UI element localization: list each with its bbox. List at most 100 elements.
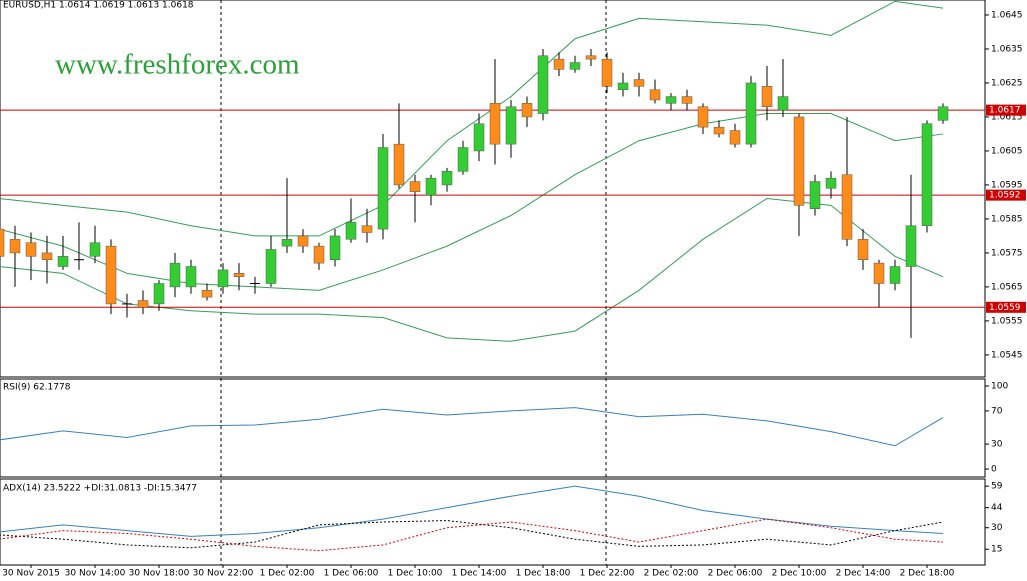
- y-tick-label: 1.0585: [991, 214, 1023, 224]
- candle-body: [105, 245, 117, 305]
- candle-body: [601, 58, 613, 87]
- candle-body: [25, 242, 37, 257]
- level-label-bg: [986, 189, 1026, 201]
- level-label: 1.0592: [989, 191, 1021, 201]
- candle-body: [873, 262, 885, 284]
- indicator-line: [0, 485, 944, 537]
- y-tick-label: 1.0565: [991, 282, 1023, 292]
- x-tick-label: 30 Nov 18:00: [129, 569, 190, 579]
- candle-body: [537, 55, 549, 114]
- candle-body: [329, 235, 341, 260]
- candle-body: [697, 106, 709, 128]
- x-tick-label: 2 Dec 06:00: [708, 569, 763, 579]
- x-tick-label: 2 Dec 10:00: [772, 569, 827, 579]
- candle-body: [233, 273, 245, 277]
- x-tick-label: 1 Dec 02:00: [260, 569, 315, 579]
- candle-body: [793, 116, 805, 206]
- indicator-line: [0, 407, 944, 447]
- candle-body: [9, 239, 21, 254]
- candle-body: [633, 79, 645, 87]
- candle-body: [377, 147, 389, 230]
- candle-body: [617, 82, 629, 90]
- candle-body: [345, 222, 357, 240]
- candle-body: [809, 181, 821, 209]
- candle-body: [425, 177, 437, 196]
- candle-body: [921, 123, 933, 226]
- candle-body: [265, 249, 277, 284]
- candle-body: [553, 58, 565, 70]
- candle-body: [761, 86, 773, 107]
- candle-body: [889, 266, 901, 284]
- chart-title: EURUSD,H1 1.0614 1.0619 1.0613 1.0618: [3, 1, 194, 11]
- indicator-line: [0, 520, 944, 549]
- candle-body: [361, 225, 373, 233]
- candle-body: [201, 290, 213, 298]
- indicator-line: [0, 198, 944, 342]
- x-tick-label: 30 Nov 14:00: [65, 569, 126, 579]
- y-tick-label: 1.0645: [991, 10, 1023, 20]
- candle-body: [457, 147, 469, 172]
- candle-body: [585, 55, 597, 60]
- x-tick-label: 30 Nov 22:00: [193, 569, 254, 579]
- candle-body: [569, 62, 581, 70]
- candle-body: [825, 177, 837, 189]
- x-tick-label: 1 Dec 10:00: [388, 569, 443, 579]
- y-tick-label: 1.0605: [991, 146, 1023, 156]
- candle-body: [441, 171, 453, 186]
- rsi-panel: [0, 378, 986, 478]
- candle-body: [393, 143, 405, 186]
- x-tick-label: 1 Dec 18:00: [516, 569, 571, 579]
- candle-body: [297, 235, 309, 247]
- candle-body: [681, 96, 693, 104]
- candle-body: [89, 242, 101, 257]
- main-panel: [0, 0, 986, 378]
- x-tick-label: 30 Nov 2015: [2, 569, 60, 579]
- candle-body: [169, 262, 181, 288]
- candle-body: [521, 103, 533, 118]
- candle-body: [57, 256, 69, 267]
- x-tick-label: 1 Dec 22:00: [580, 569, 635, 579]
- y-tick-label: 1.0555: [991, 316, 1023, 326]
- y-tick-label: 30: [991, 523, 1003, 533]
- level-label-bg: [986, 301, 1026, 313]
- x-tick-label: 1 Dec 14:00: [452, 569, 507, 579]
- y-tick-label: 70: [991, 406, 1003, 416]
- x-tick-label: 1 Dec 06:00: [324, 569, 379, 579]
- adx-panel: [0, 478, 986, 566]
- y-tick-label: 1.0595: [991, 180, 1023, 190]
- candle-body: [153, 283, 165, 305]
- candle-body: [313, 245, 325, 264]
- y-tick-label: 1.0575: [991, 248, 1023, 258]
- y-tick-label: 30: [991, 440, 1003, 450]
- candle-body: [217, 269, 229, 288]
- candle-body: [745, 82, 757, 145]
- candle-body: [489, 103, 501, 145]
- y-tick-label: 1.0545: [991, 350, 1023, 360]
- candle-body: [649, 89, 661, 101]
- candle-body: [713, 126, 725, 135]
- candle-body: [41, 252, 53, 260]
- watermark: www.freshforex.com: [55, 49, 300, 81]
- indicator-line: [0, 518, 944, 552]
- x-tick-label: 2 Dec 14:00: [836, 569, 891, 579]
- candle-body: [505, 106, 517, 145]
- candle-body: [281, 239, 293, 247]
- y-tick-label: 1.0625: [991, 78, 1023, 88]
- y-tick-label: 15: [991, 545, 1002, 555]
- level-label: 1.0617: [989, 106, 1021, 116]
- candle-body: [841, 174, 853, 240]
- candle-body: [665, 96, 677, 104]
- rsi-title: RSI(9) 62.1778: [3, 383, 71, 393]
- candle-body: [0, 228, 5, 257]
- y-tick-label: 100: [991, 381, 1008, 391]
- candle-body: [473, 123, 485, 152]
- x-tick-label: 2 Dec 02:00: [644, 569, 699, 579]
- candle-body: [185, 266, 197, 288]
- level-label: 1.0559: [989, 303, 1021, 313]
- y-tick-label: 59: [991, 482, 1003, 492]
- candle-body: [137, 300, 149, 308]
- y-tick-label: 44: [991, 503, 1003, 513]
- candle-body: [777, 96, 789, 111]
- candle-body: [857, 239, 869, 260]
